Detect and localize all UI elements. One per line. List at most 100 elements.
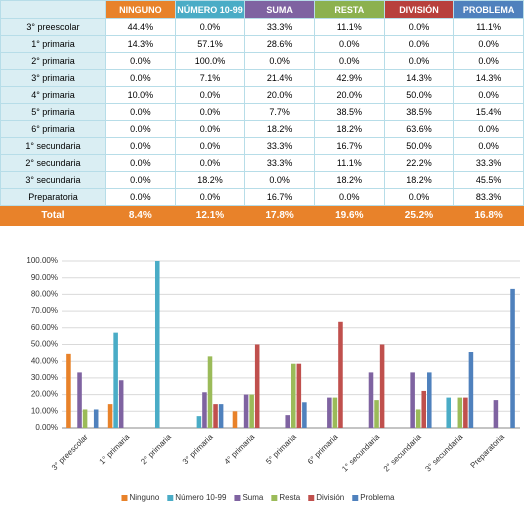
bar bbox=[196, 416, 202, 428]
bar bbox=[493, 400, 499, 428]
cell: 0.0% bbox=[313, 52, 385, 70]
total-cell: 12.1% bbox=[174, 205, 246, 226]
bar bbox=[107, 404, 113, 428]
cell: 0.0% bbox=[383, 188, 455, 206]
cell: 7.1% bbox=[174, 69, 246, 87]
table-row: 2° primaria 0.0% 100.0% 0.0% 0.0% 0.0% 0.0% bbox=[0, 52, 524, 70]
column-header: NÚMERO 10-99 bbox=[174, 0, 246, 19]
x-tick-label: 3° primaria bbox=[181, 432, 215, 466]
bar bbox=[285, 415, 290, 428]
row-label: 2° secundaria bbox=[0, 154, 106, 172]
cell: 45.5% bbox=[453, 171, 524, 189]
x-tick-label: 3° secundaria bbox=[423, 432, 464, 473]
cell: 50.0% bbox=[383, 86, 455, 104]
total-label: Total bbox=[0, 205, 106, 226]
cell: 100.0% bbox=[174, 52, 246, 70]
cell: 42.9% bbox=[313, 69, 385, 87]
bar bbox=[82, 409, 88, 428]
bar bbox=[213, 404, 218, 428]
bar bbox=[463, 397, 468, 428]
cell: 22.2% bbox=[383, 154, 455, 172]
cell: 16.7% bbox=[244, 188, 315, 206]
cell: 0.0% bbox=[174, 18, 246, 36]
row-label: 3° secundaria bbox=[0, 171, 106, 189]
cell: 38.5% bbox=[383, 103, 455, 121]
legend-swatch bbox=[167, 495, 174, 501]
bar bbox=[446, 397, 451, 428]
legend-label: Número 10-99 bbox=[175, 493, 227, 502]
cell: 18.2% bbox=[383, 171, 455, 189]
x-tick-label: 5° primaria bbox=[264, 432, 298, 466]
cell: 11.1% bbox=[313, 154, 385, 172]
cell: 0.0% bbox=[244, 171, 315, 189]
bar bbox=[374, 400, 379, 428]
bar bbox=[468, 352, 474, 428]
y-tick-label: 20.00% bbox=[31, 390, 58, 399]
cell: 0.0% bbox=[105, 171, 176, 189]
total-cell: 8.4% bbox=[105, 205, 176, 226]
cell: 33.3% bbox=[244, 137, 315, 155]
cell: 11.1% bbox=[313, 18, 385, 36]
y-tick-label: 70.00% bbox=[31, 306, 58, 315]
legend-swatch bbox=[271, 495, 278, 501]
cell: 16.7% bbox=[313, 137, 385, 155]
table-row: 6° primaria 0.0% 0.0% 18.2% 18.2% 63.6% 0.0% bbox=[0, 120, 524, 138]
bar bbox=[77, 372, 82, 428]
cell: 0.0% bbox=[453, 86, 524, 104]
bar bbox=[202, 392, 207, 428]
cell: 14.3% bbox=[105, 35, 176, 53]
bar bbox=[410, 372, 415, 428]
cell: 20.0% bbox=[244, 86, 315, 104]
y-tick-label: 80.00% bbox=[31, 290, 58, 299]
cell: 0.0% bbox=[105, 103, 176, 121]
row-label: Preparatoria bbox=[0, 188, 106, 206]
cell: 63.6% bbox=[383, 120, 455, 138]
cell: 11.1% bbox=[453, 18, 524, 36]
cell: 10.0% bbox=[105, 86, 176, 104]
y-tick-label: 10.00% bbox=[31, 406, 58, 415]
cell: 7.7% bbox=[244, 103, 315, 121]
x-tick-label: 3° preescolar bbox=[50, 432, 90, 472]
bar bbox=[254, 344, 260, 428]
row-label: 1° secundaria bbox=[0, 137, 106, 155]
cell: 0.0% bbox=[383, 35, 455, 53]
table-row: 1° primaria 14.3% 57.1% 28.6% 0.0% 0.0% 0.0% bbox=[0, 35, 524, 53]
data-table: NINGUNO NÚMERO 10-99 SUMA RESTA DIVISIÓN PROB… bbox=[0, 0, 524, 226]
bar bbox=[338, 321, 343, 428]
cell: 0.0% bbox=[383, 52, 455, 70]
corner-cell bbox=[0, 0, 106, 19]
row-label: 6° primaria bbox=[0, 120, 106, 138]
cell: 33.3% bbox=[244, 18, 315, 36]
row-label: 3° preescolar bbox=[0, 18, 106, 36]
cell: 38.5% bbox=[313, 103, 385, 121]
legend-swatch bbox=[308, 495, 315, 501]
legend-label: Problema bbox=[360, 493, 395, 502]
bar bbox=[510, 288, 515, 428]
table-row: 3° primaria 0.0% 7.1% 21.4% 42.9% 14.3% 14.3% bbox=[0, 69, 524, 87]
bar bbox=[218, 404, 224, 428]
table-row: 4° primaria 10.0% 0.0% 20.0% 20.0% 50.0% 0.0% bbox=[0, 86, 524, 104]
y-tick-label: 30.00% bbox=[31, 373, 58, 382]
bar bbox=[302, 402, 307, 428]
bar bbox=[379, 344, 385, 428]
cell: 0.0% bbox=[453, 52, 524, 70]
bar bbox=[427, 372, 432, 428]
column-header: PROBLEMA bbox=[453, 0, 524, 19]
cell: 0.0% bbox=[105, 69, 176, 87]
column-header: DIVISIÓN bbox=[383, 0, 455, 19]
cell: 0.0% bbox=[174, 86, 246, 104]
cell: 0.0% bbox=[105, 137, 176, 155]
legend-swatch bbox=[352, 495, 359, 501]
bar bbox=[291, 363, 296, 428]
bar bbox=[415, 409, 421, 428]
column-header: NINGUNO bbox=[105, 0, 176, 19]
bar bbox=[66, 353, 71, 428]
cell: 14.3% bbox=[383, 69, 455, 87]
bar bbox=[421, 390, 427, 428]
total-cell: 16.8% bbox=[453, 205, 524, 226]
legend-label: Resta bbox=[279, 493, 300, 502]
column-header: SUMA bbox=[244, 0, 315, 19]
table-row: 3° preescolar 44.4% 0.0% 33.3% 11.1% 0.0% 11.1… bbox=[0, 18, 524, 36]
cell: 0.0% bbox=[105, 52, 176, 70]
